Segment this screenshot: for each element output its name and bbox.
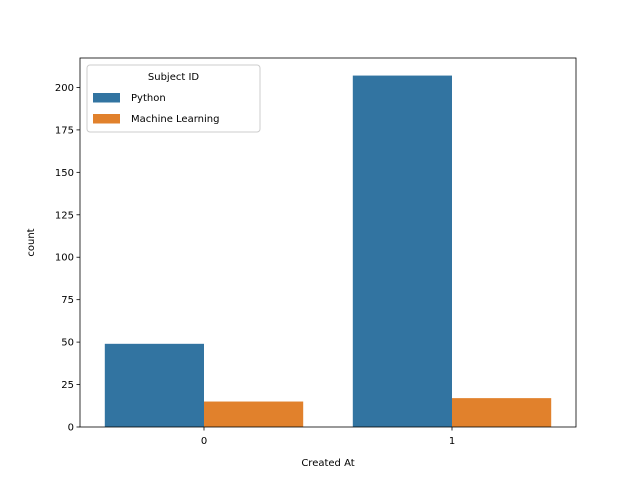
legend-label: Machine Learning [131, 114, 219, 125]
legend-items: Python Machine Learning [93, 93, 219, 125]
y-axis: 0 25 50 75 100 125 150 175 200 [55, 83, 80, 434]
y-tick-label: 100 [55, 253, 74, 264]
bar-machine-learning-0 [204, 401, 304, 427]
x-tick-label: 0 [201, 436, 207, 447]
y-tick-label: 0 [68, 423, 74, 434]
y-tick-label: 150 [55, 168, 74, 179]
bars-group [104, 75, 552, 428]
y-tick-label: 50 [61, 338, 74, 349]
legend-swatch [93, 114, 120, 124]
bar-python-1 [352, 75, 452, 428]
legend-frame [86, 64, 261, 133]
y-tick-label: 175 [55, 125, 74, 136]
x-tick-label: 1 [449, 436, 455, 447]
legend: Subject ID Python Machine Learning [86, 64, 261, 133]
y-tick-label: 125 [55, 210, 74, 221]
axes-frame [79, 57, 577, 428]
y-axis-title: count [26, 228, 37, 256]
bar-machine-learning-1 [452, 398, 552, 427]
bar-python-0 [104, 343, 204, 427]
y-tick-label: 200 [55, 83, 74, 94]
x-axis-title: Created At [301, 458, 354, 469]
y-tick-label: 25 [61, 380, 74, 391]
axes-border [79, 57, 577, 428]
legend-swatch [93, 93, 120, 103]
legend-label: Python [131, 93, 166, 104]
legend-title: Subject ID [148, 72, 200, 83]
y-tick-label: 75 [61, 295, 74, 306]
